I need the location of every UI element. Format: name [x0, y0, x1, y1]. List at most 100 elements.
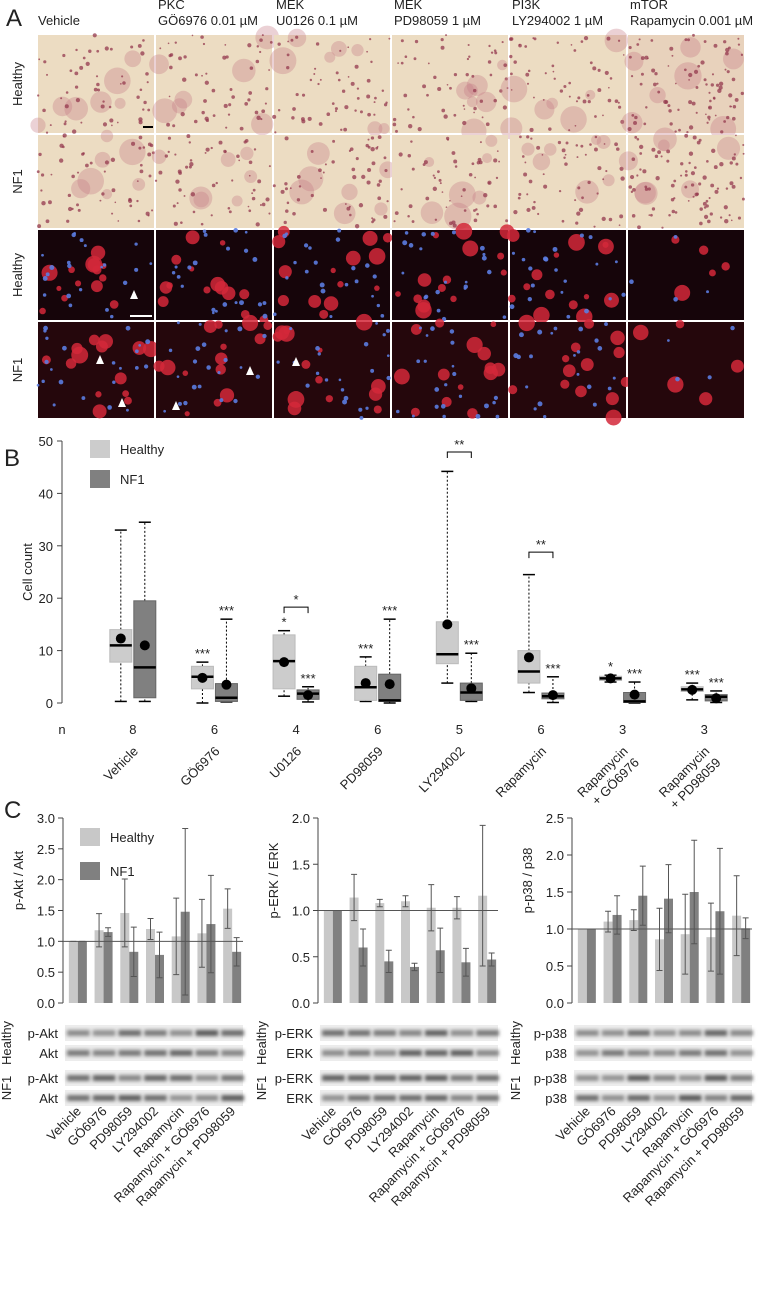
cell	[168, 95, 171, 98]
blot-band-label: ERK	[286, 1091, 313, 1106]
cell	[180, 111, 185, 117]
cell	[99, 199, 102, 202]
nucleus	[45, 336, 49, 340]
mean	[711, 693, 722, 704]
cell-blob	[64, 96, 88, 121]
cell	[636, 137, 640, 141]
blot-band	[144, 1050, 167, 1056]
cell	[284, 136, 289, 141]
micrograph	[618, 127, 745, 230]
cell	[521, 155, 525, 158]
cell	[45, 219, 50, 224]
cell	[261, 109, 266, 114]
cell	[616, 147, 620, 151]
cell	[102, 100, 105, 103]
nucleus	[365, 263, 370, 268]
cell	[320, 177, 322, 179]
blot-band	[195, 1095, 219, 1101]
error-bar	[488, 952, 495, 967]
cell	[671, 54, 674, 57]
cell	[247, 205, 250, 208]
n-value: 4	[292, 722, 299, 737]
cell	[139, 88, 143, 92]
cell	[601, 216, 606, 221]
cell	[370, 136, 375, 140]
cell	[620, 119, 625, 124]
x-tick-label: PD98059	[337, 744, 386, 793]
cell-red	[490, 321, 497, 328]
cell	[348, 205, 351, 208]
nucleus	[134, 365, 139, 370]
cell	[46, 73, 49, 76]
cell	[248, 160, 253, 165]
nucleus	[41, 253, 44, 257]
nucleus	[578, 326, 584, 332]
bar	[349, 897, 359, 1003]
cell	[324, 163, 327, 166]
blot-band	[169, 1030, 193, 1036]
cell-red	[497, 252, 505, 260]
cell	[708, 197, 711, 200]
y-tick-label: 2.0	[546, 848, 564, 863]
cell-blob	[546, 97, 558, 110]
nucleus	[604, 322, 608, 326]
cell	[674, 130, 677, 133]
cell	[100, 104, 105, 109]
blot-band	[476, 1095, 499, 1101]
bar	[655, 939, 664, 1003]
cell	[728, 93, 733, 98]
cell	[637, 225, 641, 230]
cell	[735, 134, 737, 137]
cell	[331, 160, 335, 164]
bar	[375, 903, 385, 1003]
blot-band	[627, 1095, 651, 1101]
nucleus	[262, 301, 267, 305]
cell-red	[500, 269, 507, 276]
cell	[634, 115, 638, 120]
cell-red	[466, 336, 483, 354]
cell	[581, 196, 584, 200]
cell	[548, 127, 552, 131]
cell	[608, 217, 613, 222]
cell	[309, 78, 313, 82]
cell	[142, 108, 145, 111]
nucleus	[168, 348, 173, 353]
blot-band	[67, 1030, 90, 1036]
cell	[473, 209, 476, 212]
cell	[686, 130, 689, 134]
cell	[647, 187, 651, 191]
cell	[463, 108, 466, 110]
cell	[510, 72, 513, 76]
cell-red	[219, 388, 235, 403]
arrowhead	[292, 357, 300, 366]
cell-blob	[341, 183, 358, 201]
cell	[724, 219, 729, 224]
cell-blob	[149, 54, 169, 75]
cell-red	[699, 392, 713, 406]
cell	[62, 53, 66, 58]
micrograph-bg	[628, 322, 744, 418]
cell	[699, 221, 703, 226]
cell-red	[153, 360, 165, 372]
cell	[372, 218, 376, 222]
cell	[688, 161, 691, 165]
cell	[74, 85, 79, 89]
cell	[140, 51, 145, 56]
cell	[680, 162, 684, 166]
error-bar	[224, 888, 231, 929]
cell	[739, 176, 743, 180]
nucleus	[100, 265, 103, 269]
cell	[376, 183, 381, 187]
nucleus	[592, 402, 597, 407]
blot-band	[653, 1095, 676, 1101]
cell-red	[417, 273, 432, 287]
cell-red	[371, 379, 386, 394]
cell	[175, 179, 180, 184]
cell	[211, 183, 216, 188]
mean	[629, 689, 640, 700]
cell	[289, 187, 292, 190]
cell	[205, 72, 208, 75]
cell	[259, 203, 262, 206]
cell-red	[393, 368, 410, 385]
cell	[172, 124, 176, 128]
